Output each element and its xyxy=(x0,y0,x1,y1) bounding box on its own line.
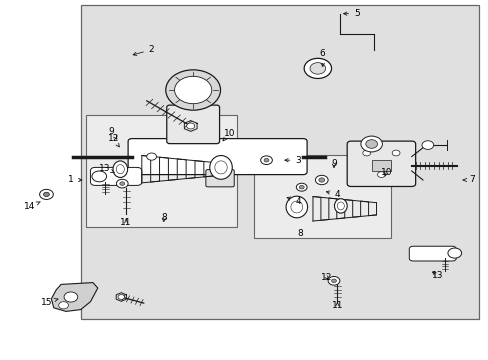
Circle shape xyxy=(447,248,461,258)
Ellipse shape xyxy=(337,202,344,210)
Ellipse shape xyxy=(334,199,346,213)
Circle shape xyxy=(43,192,49,197)
Text: 2: 2 xyxy=(133,45,154,55)
FancyBboxPatch shape xyxy=(205,170,234,187)
Bar xyxy=(85,115,237,227)
Ellipse shape xyxy=(285,196,307,218)
Text: 12: 12 xyxy=(320,273,332,282)
Text: 10: 10 xyxy=(223,129,235,141)
FancyBboxPatch shape xyxy=(90,167,142,185)
Circle shape xyxy=(391,150,399,156)
Text: 4: 4 xyxy=(286,197,301,206)
Text: 11: 11 xyxy=(120,218,132,227)
FancyBboxPatch shape xyxy=(346,141,415,186)
Circle shape xyxy=(118,294,124,300)
Circle shape xyxy=(40,189,53,199)
Circle shape xyxy=(304,58,331,78)
Circle shape xyxy=(362,150,370,156)
FancyBboxPatch shape xyxy=(128,139,306,175)
Circle shape xyxy=(165,70,220,110)
Text: 14: 14 xyxy=(23,202,40,211)
Circle shape xyxy=(264,158,268,162)
Circle shape xyxy=(296,183,306,191)
Circle shape xyxy=(315,175,327,185)
Circle shape xyxy=(299,185,304,189)
Text: 8: 8 xyxy=(297,229,303,238)
Bar xyxy=(254,155,390,238)
Text: 10: 10 xyxy=(380,168,391,177)
Circle shape xyxy=(186,123,194,129)
Polygon shape xyxy=(51,283,98,311)
Ellipse shape xyxy=(214,161,227,174)
Circle shape xyxy=(309,63,325,74)
Text: 8: 8 xyxy=(161,213,166,222)
Text: 3: 3 xyxy=(285,156,301,165)
Circle shape xyxy=(377,172,385,177)
Circle shape xyxy=(331,279,336,283)
Circle shape xyxy=(327,276,339,285)
Text: 5: 5 xyxy=(343,9,359,18)
Ellipse shape xyxy=(113,161,127,177)
Bar xyxy=(371,160,390,171)
Text: 11: 11 xyxy=(331,301,343,310)
Text: 9: 9 xyxy=(108,127,117,139)
Circle shape xyxy=(365,140,377,148)
Bar xyxy=(81,5,478,319)
Circle shape xyxy=(260,156,272,165)
Circle shape xyxy=(64,292,78,302)
Text: 13: 13 xyxy=(431,271,443,280)
Circle shape xyxy=(59,302,68,309)
FancyBboxPatch shape xyxy=(408,246,455,261)
Circle shape xyxy=(421,141,433,149)
Circle shape xyxy=(174,76,211,104)
Text: 13: 13 xyxy=(99,164,114,173)
Text: 7: 7 xyxy=(462,175,474,184)
Text: 9: 9 xyxy=(330,159,336,168)
Text: 4: 4 xyxy=(325,190,340,199)
Circle shape xyxy=(116,179,128,188)
Ellipse shape xyxy=(209,156,232,179)
Circle shape xyxy=(120,182,124,185)
Circle shape xyxy=(360,136,382,152)
Text: 15: 15 xyxy=(41,298,58,307)
Ellipse shape xyxy=(116,165,124,174)
Ellipse shape xyxy=(290,201,302,213)
FancyBboxPatch shape xyxy=(166,105,219,144)
Text: 12: 12 xyxy=(107,134,119,147)
Circle shape xyxy=(92,171,106,182)
Text: 1: 1 xyxy=(68,175,81,184)
Text: 6: 6 xyxy=(319,49,325,67)
Circle shape xyxy=(318,178,324,182)
Circle shape xyxy=(146,153,156,160)
